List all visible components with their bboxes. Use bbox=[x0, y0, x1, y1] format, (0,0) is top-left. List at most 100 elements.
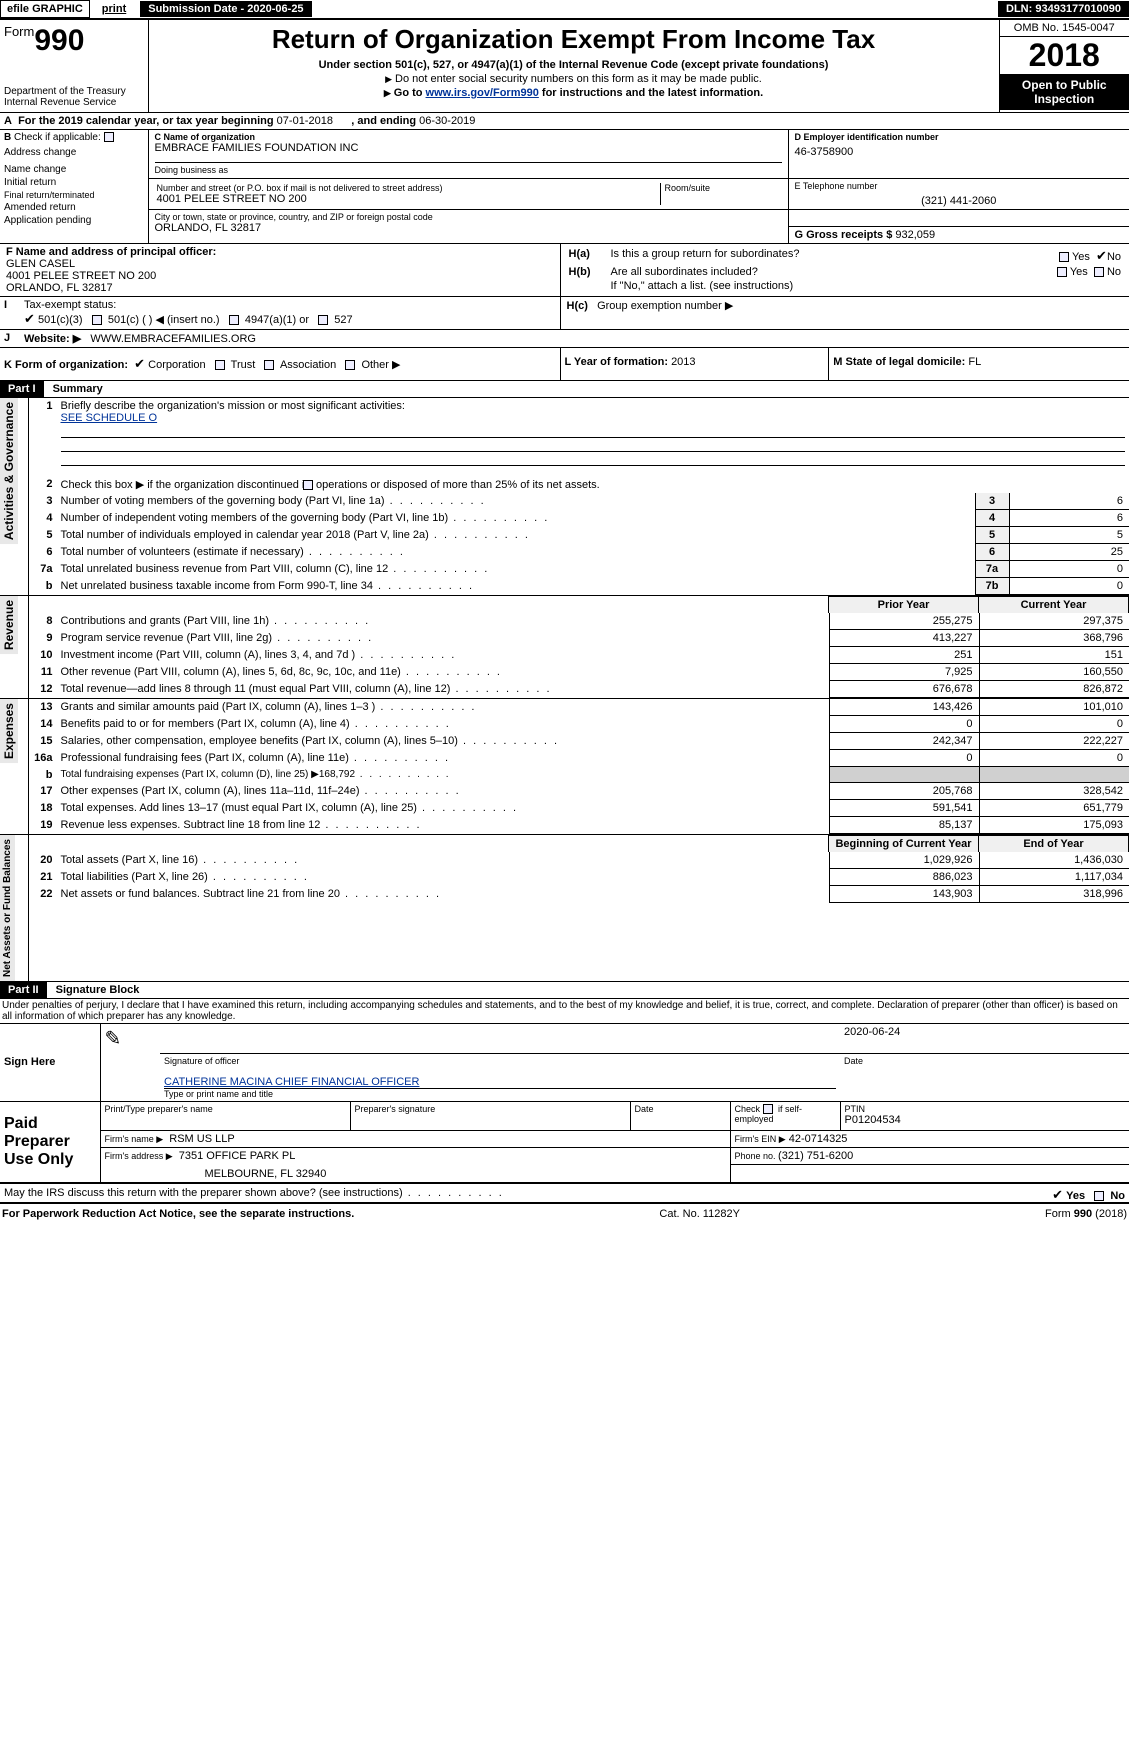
hdr-begin: Beginning of Current Year bbox=[829, 836, 979, 853]
top-bar: efile GRAPHIC print Submission Date - 20… bbox=[0, 0, 1129, 18]
l2-checkbox[interactable] bbox=[303, 480, 313, 490]
k-assoc-checkbox[interactable] bbox=[264, 360, 274, 370]
sign-date: 2020-06-24 bbox=[844, 1026, 900, 1038]
line-num: 14 bbox=[29, 716, 57, 733]
line-num: 10 bbox=[29, 647, 57, 664]
header-table: Form990 Department of the Treasury Inter… bbox=[0, 18, 1129, 112]
cb-initial-return[interactable]: Initial return bbox=[4, 177, 144, 188]
prior-val: 143,903 bbox=[829, 886, 979, 903]
city-label: City or town, state or province, country… bbox=[155, 212, 782, 222]
hb-no-checkbox[interactable] bbox=[1094, 267, 1104, 277]
line-desc: Total fundraising expenses (Part IX, col… bbox=[57, 767, 830, 783]
line-desc: Total number of volunteers (estimate if … bbox=[57, 544, 976, 561]
cb-final-return[interactable]: Final return/terminated bbox=[4, 190, 144, 200]
irs-label: Internal Revenue Service bbox=[4, 97, 144, 108]
curr-val: 160,550 bbox=[979, 664, 1129, 681]
prior-val: 0 bbox=[829, 716, 979, 733]
hdr-prior: Prior Year bbox=[829, 597, 979, 614]
line-desc: Salaries, other compensation, employee b… bbox=[57, 733, 830, 750]
line-ref: 3 bbox=[975, 493, 1009, 510]
schedule-o-link[interactable]: SEE SCHEDULE O bbox=[61, 412, 158, 424]
curr-val: 151 bbox=[979, 647, 1129, 664]
officer-name: GLEN CASEL bbox=[6, 258, 554, 270]
ha-yes-checkbox[interactable] bbox=[1059, 252, 1069, 262]
line-desc: Professional fundraising fees (Part IX, … bbox=[57, 750, 830, 767]
line-num: 17 bbox=[29, 783, 57, 800]
ha-label: Is this a group return for subordinates? bbox=[611, 248, 991, 264]
i-501c3-check bbox=[24, 311, 35, 327]
side-revenue: Revenue bbox=[0, 596, 18, 654]
discuss-row: May the IRS discuss this return with the… bbox=[0, 1184, 1129, 1204]
line-num: 21 bbox=[29, 869, 57, 886]
prior-val: 7,925 bbox=[829, 664, 979, 681]
line-num: 9 bbox=[29, 630, 57, 647]
cb-amended[interactable]: Amended return bbox=[4, 202, 144, 213]
cb-address-change[interactable]: Address change bbox=[4, 147, 144, 158]
curr-val: 1,117,034 bbox=[979, 869, 1129, 886]
line-desc: Number of voting members of the governin… bbox=[57, 493, 976, 510]
prior-val: 0 bbox=[829, 750, 979, 767]
curr-val: 222,227 bbox=[979, 733, 1129, 750]
ein-value: 46-3758900 bbox=[795, 146, 1124, 158]
line-num: 4 bbox=[29, 510, 57, 527]
line-desc: Total unrelated business revenue from Pa… bbox=[57, 561, 976, 578]
curr-val: 101,010 bbox=[979, 699, 1129, 716]
ha-no-check bbox=[1096, 248, 1107, 264]
prior-val: 413,227 bbox=[829, 630, 979, 647]
line-num: 3 bbox=[29, 493, 57, 510]
side-governance: Activities & Governance bbox=[0, 398, 18, 544]
line-desc: Contributions and grants (Part VIII, lin… bbox=[57, 613, 830, 630]
city-value: ORLANDO, FL 32817 bbox=[155, 222, 782, 234]
subtitle-3: Go to www.irs.gov/Form990 for instructio… bbox=[157, 87, 991, 99]
self-employed-checkbox[interactable] bbox=[763, 1104, 773, 1114]
side-netassets: Net Assets or Fund Balances bbox=[0, 835, 15, 981]
website-url: WWW.EMBRACEFAMILIES.ORG bbox=[90, 333, 256, 345]
line-desc: Total liabilities (Part X, line 26) bbox=[57, 869, 830, 886]
part1-header: Part I Summary bbox=[0, 381, 1129, 398]
line-val: 6 bbox=[1009, 510, 1129, 527]
g-label: G Gross receipts $ bbox=[795, 229, 896, 241]
k-trust-checkbox[interactable] bbox=[215, 360, 225, 370]
cb-pending[interactable]: Application pending bbox=[4, 215, 144, 226]
hdr-end: End of Year bbox=[979, 836, 1129, 853]
f-label: F Name and address of principal officer: bbox=[6, 246, 554, 258]
checkbox[interactable] bbox=[104, 132, 114, 142]
line-val: 5 bbox=[1009, 527, 1129, 544]
prior-val: 143,426 bbox=[829, 699, 979, 716]
line-desc: Revenue less expenses. Subtract line 18 … bbox=[57, 817, 830, 834]
cb-name-change[interactable]: Name change bbox=[4, 164, 144, 175]
line-val: 25 bbox=[1009, 544, 1129, 561]
i-4947-checkbox[interactable] bbox=[229, 315, 239, 325]
revenue-block: Revenue Prior Year Current Year 8 Contri… bbox=[0, 596, 1129, 699]
i-501c-checkbox[interactable] bbox=[92, 315, 102, 325]
line-desc: Investment income (Part VIII, column (A)… bbox=[57, 647, 830, 664]
footer: For Paperwork Reduction Act Notice, see … bbox=[0, 1204, 1129, 1224]
officer-addr2: ORLANDO, FL 32817 bbox=[6, 282, 554, 294]
line-ref: 4 bbox=[975, 510, 1009, 527]
line-ref: 5 bbox=[975, 527, 1009, 544]
irs-link[interactable]: www.irs.gov/Form990 bbox=[426, 87, 539, 99]
curr-val: 368,796 bbox=[979, 630, 1129, 647]
curr-val: 175,093 bbox=[979, 817, 1129, 834]
i-527-checkbox[interactable] bbox=[318, 315, 328, 325]
line-num: 22 bbox=[29, 886, 57, 903]
k-other-checkbox[interactable] bbox=[345, 360, 355, 370]
hb-yes-checkbox[interactable] bbox=[1057, 267, 1067, 277]
line-desc: Other expenses (Part IX, column (A), lin… bbox=[57, 783, 830, 800]
line-num: 8 bbox=[29, 613, 57, 630]
line-num: 11 bbox=[29, 664, 57, 681]
line-num: 13 bbox=[29, 699, 57, 716]
perjury-text: Under penalties of perjury, I declare th… bbox=[0, 999, 1129, 1024]
line-num: b bbox=[29, 767, 57, 783]
d-label: D Employer identification number bbox=[795, 132, 1124, 142]
side-expenses: Expenses bbox=[0, 699, 18, 763]
print-button[interactable]: print bbox=[94, 1, 134, 17]
dba-label: Doing business as bbox=[155, 165, 782, 175]
governance-block: Activities & Governance 1 Briefly descri… bbox=[0, 398, 1129, 596]
line-desc: Total expenses. Add lines 13–17 (must eq… bbox=[57, 800, 830, 817]
f-h-table: F Name and address of principal officer:… bbox=[0, 243, 1129, 296]
hb-label: Are all subordinates included? bbox=[611, 266, 991, 278]
officer-name-link[interactable]: CATHERINE MACINA CHIEF FINANCIAL OFFICER bbox=[164, 1076, 419, 1088]
footer-mid: Cat. No. 11282Y bbox=[659, 1208, 740, 1220]
discuss-no-checkbox[interactable] bbox=[1094, 1191, 1104, 1201]
